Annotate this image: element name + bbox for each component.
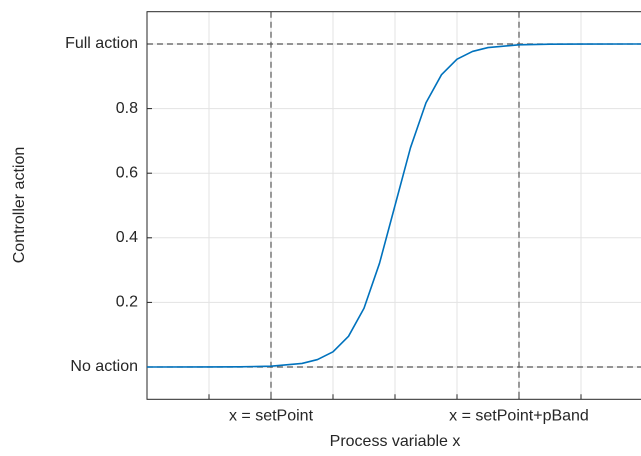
y-axis-label: Controller action [11, 147, 28, 264]
y-tick-label: Full action [65, 35, 138, 52]
y-tick-label: 0.6 [116, 164, 138, 181]
y-tick-label: 0.4 [116, 229, 138, 246]
x-tick-label: x = setPoint+pBand [449, 408, 589, 425]
x-axis-label: Process variable x [330, 433, 461, 450]
y-tick-label: 0.2 [116, 294, 138, 311]
plot-frame [146, 11, 641, 400]
y-tick-label: 0.8 [116, 100, 138, 117]
x-tick-label: x = setPoint [229, 408, 314, 425]
curve [146, 43, 641, 368]
y-tick-label: No action [70, 358, 138, 375]
